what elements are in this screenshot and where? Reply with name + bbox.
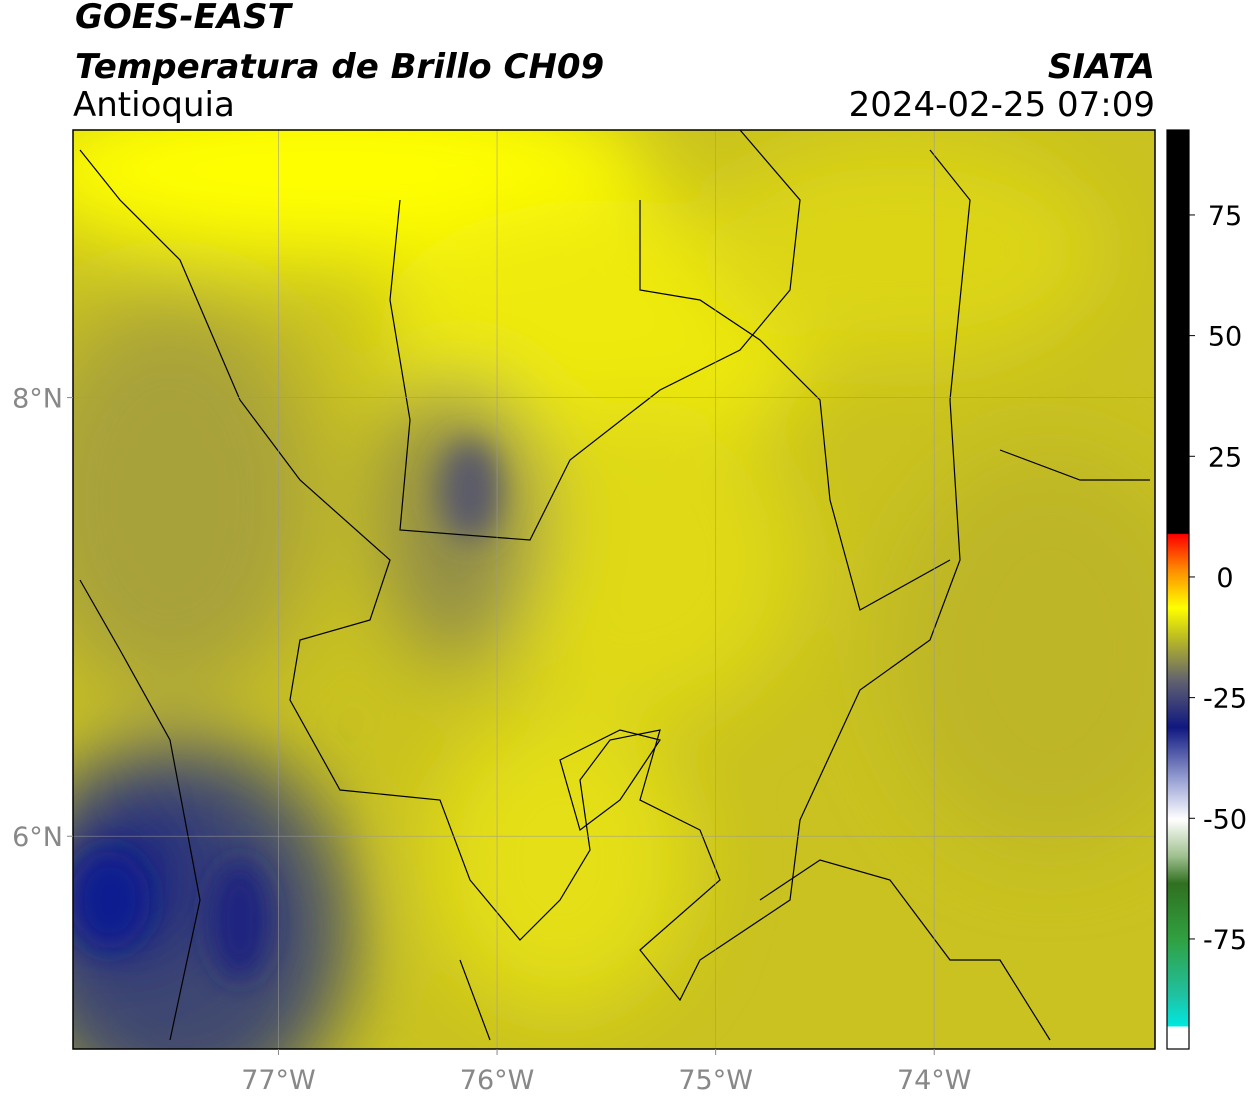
y-tick-label: 8°N (12, 384, 63, 415)
y-tick-label: 6°N (12, 822, 63, 853)
x-tick-label: 75°W (678, 1065, 753, 1096)
colorbar-tick-label: 75 (1208, 201, 1242, 232)
datetime: 2024-02-25 07:09 (849, 85, 1155, 125)
x-tick-label: 74°W (897, 1065, 972, 1096)
source: SIATA (1048, 47, 1155, 87)
colorbar-tick-label: -75 (1203, 925, 1247, 956)
colorbar-tick-label: -50 (1203, 804, 1247, 835)
colorbar-tick-label: 50 (1208, 322, 1242, 353)
grid (73, 130, 1155, 1049)
region: Antioquia (73, 85, 235, 125)
colorbar-tick-label: -25 (1203, 684, 1247, 715)
colorbar-tick-label: 0 (1216, 563, 1233, 594)
satellite-image (73, 130, 1155, 1049)
x-tick-label: 76°W (460, 1065, 535, 1096)
x-tick-label: 77°W (241, 1065, 316, 1096)
colorbar-tick-label: 25 (1208, 442, 1242, 473)
colorbar (1166, 129, 1190, 1050)
subtitle: Temperatura de Brillo CH09 (75, 47, 604, 87)
title: GOES-EAST (75, 0, 294, 37)
map-frame (72, 129, 1156, 1050)
